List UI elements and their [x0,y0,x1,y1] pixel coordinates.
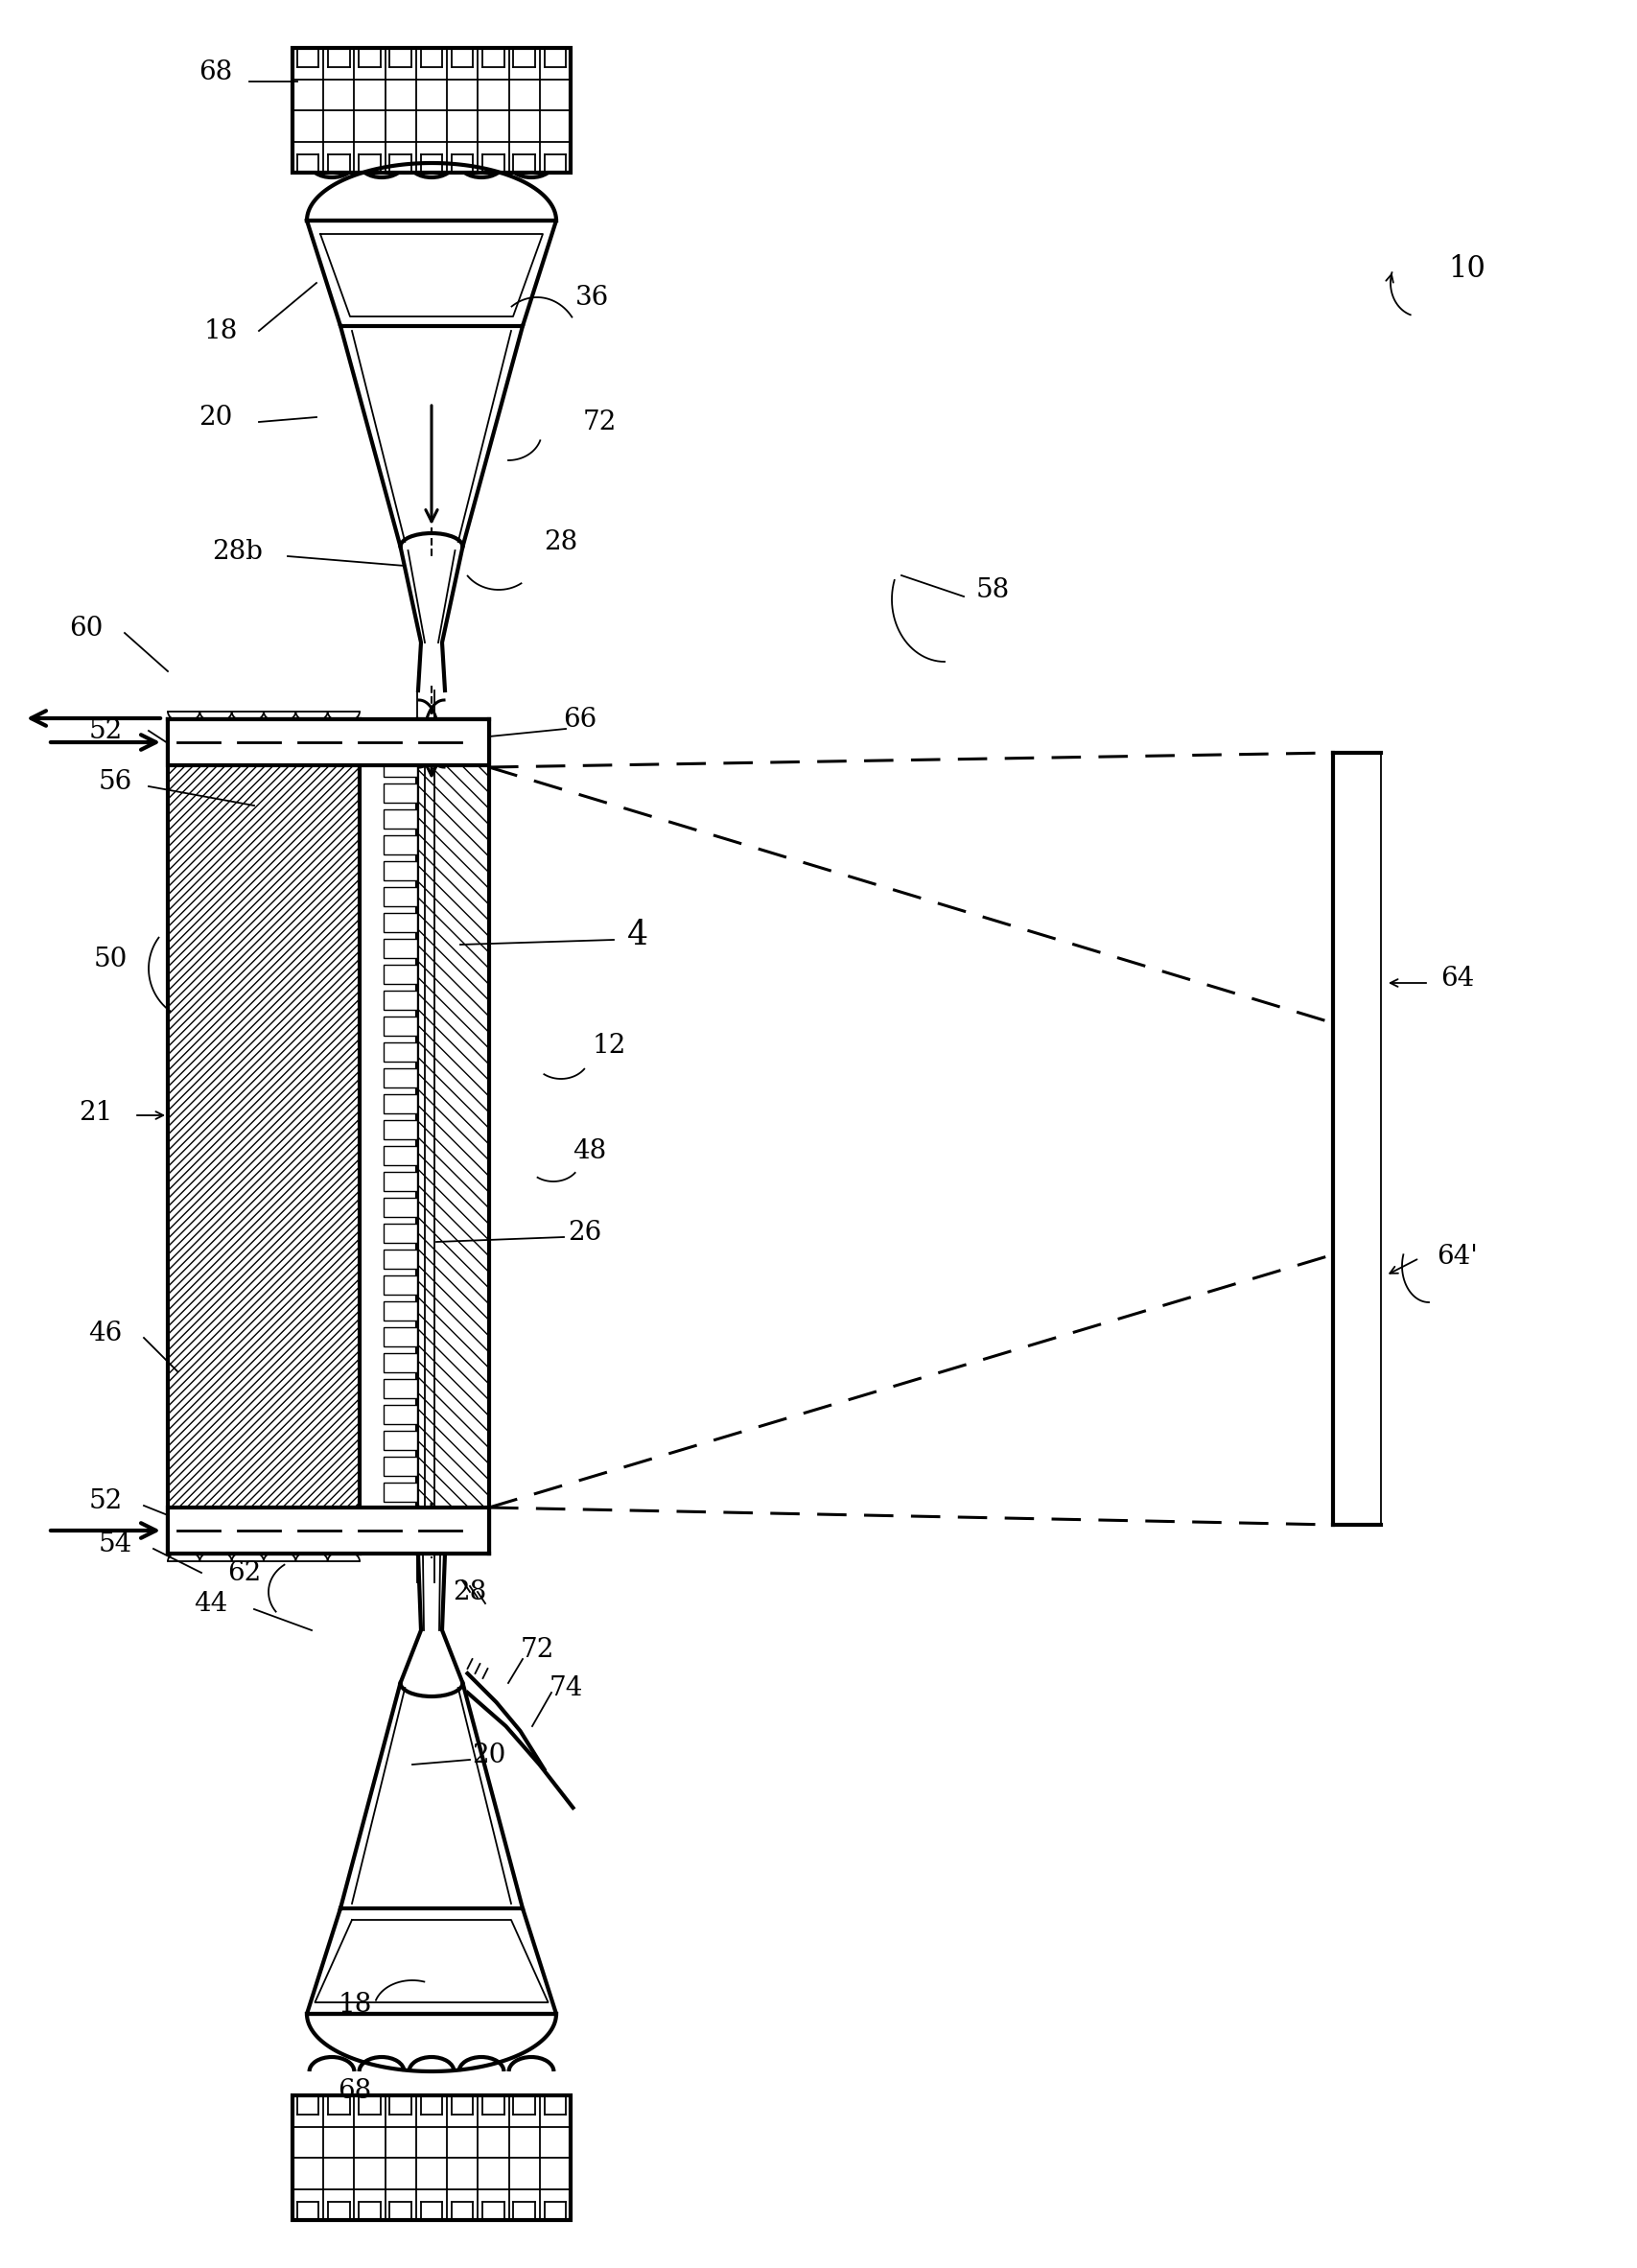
Bar [383,914,417,932]
Bar [383,1327,417,1347]
Text: 60: 60 [69,615,103,642]
Bar [383,1093,417,1114]
Bar [383,1043,417,1061]
Text: 58: 58 [976,576,1008,603]
Bar [383,1120,417,1139]
Text: 12: 12 [591,1032,625,1059]
Text: 28: 28 [453,1579,486,1606]
Text: 52: 52 [88,1488,123,1513]
Text: 10: 10 [1447,254,1485,284]
Bar [383,862,417,880]
Bar [167,719,489,764]
Bar [383,1508,417,1529]
Text: 66: 66 [563,705,598,733]
Text: 4: 4 [627,919,648,950]
Bar [383,1483,417,1501]
Bar [167,1508,489,1554]
Text: 26: 26 [568,1220,601,1245]
Text: 48: 48 [573,1139,606,1163]
Bar [383,1302,417,1320]
Text: 72: 72 [583,408,616,435]
Text: 72: 72 [521,1637,553,1662]
Bar [383,1198,417,1218]
Text: 44: 44 [193,1590,228,1617]
Bar [383,1068,417,1086]
Bar [383,1016,417,1036]
Bar [383,835,417,855]
Bar [383,1275,417,1295]
Text: 56: 56 [98,769,133,794]
Bar [383,782,417,803]
Text: 28b: 28b [213,538,264,565]
Text: 46: 46 [88,1320,123,1345]
Text: 50: 50 [93,946,128,973]
Bar [383,1225,417,1243]
Text: 54: 54 [98,1531,133,1556]
Bar [383,991,417,1009]
Bar [293,48,570,172]
Bar [417,719,489,1554]
Text: 68: 68 [337,2077,372,2102]
Bar [383,1379,417,1397]
Bar [383,1250,417,1268]
Text: 68: 68 [198,59,232,84]
Bar [383,964,417,984]
Text: 20: 20 [471,1742,506,1767]
Text: 64: 64 [1441,966,1473,991]
Text: 74: 74 [548,1674,583,1701]
Bar [383,1354,417,1372]
Text: 62: 62 [228,1560,262,1585]
Text: 28: 28 [543,528,578,556]
Bar [293,2096,570,2220]
Bar [383,939,417,957]
Bar [383,887,417,907]
Bar [383,758,417,776]
Text: 36: 36 [576,284,609,311]
Bar [383,810,417,828]
Text: 52: 52 [88,717,123,744]
Bar [383,1404,417,1424]
Bar [383,1145,417,1166]
Bar [383,1173,417,1191]
Bar [167,719,360,1554]
Text: 20: 20 [198,404,232,431]
Text: 64': 64' [1436,1243,1477,1270]
Bar [383,1431,417,1449]
Text: 21: 21 [79,1100,113,1125]
Text: 18: 18 [337,1991,372,2016]
Text: 18: 18 [203,318,237,345]
Bar [383,1456,417,1476]
